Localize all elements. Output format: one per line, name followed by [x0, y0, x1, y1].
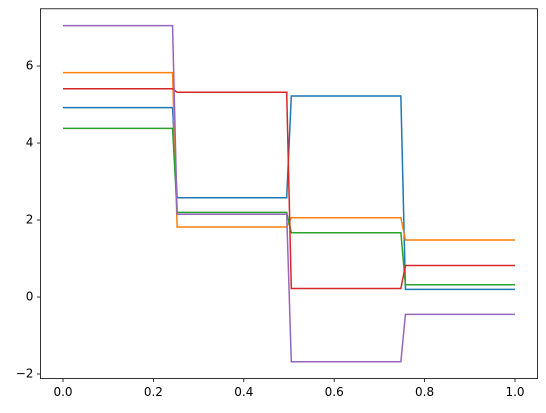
y-tick-label: 0 — [26, 290, 34, 304]
y-tick-label: 6 — [26, 59, 34, 73]
y-tick-label: −2 — [16, 367, 34, 381]
y-tick-label: 4 — [26, 136, 34, 150]
x-tick-label: 0.2 — [144, 385, 163, 399]
x-tick-label: 0.0 — [53, 385, 72, 399]
data-line — [63, 127, 515, 286]
data-line — [63, 87, 515, 290]
x-tick-label: 0.4 — [234, 385, 253, 399]
plot-frame — [40, 8, 539, 379]
x-tick-label: 0.8 — [415, 385, 434, 399]
x-tick-label: 1.0 — [505, 385, 524, 399]
y-tick-label: 2 — [26, 213, 34, 227]
x-tick-label: 0.6 — [325, 385, 344, 399]
data-line — [63, 24, 515, 363]
